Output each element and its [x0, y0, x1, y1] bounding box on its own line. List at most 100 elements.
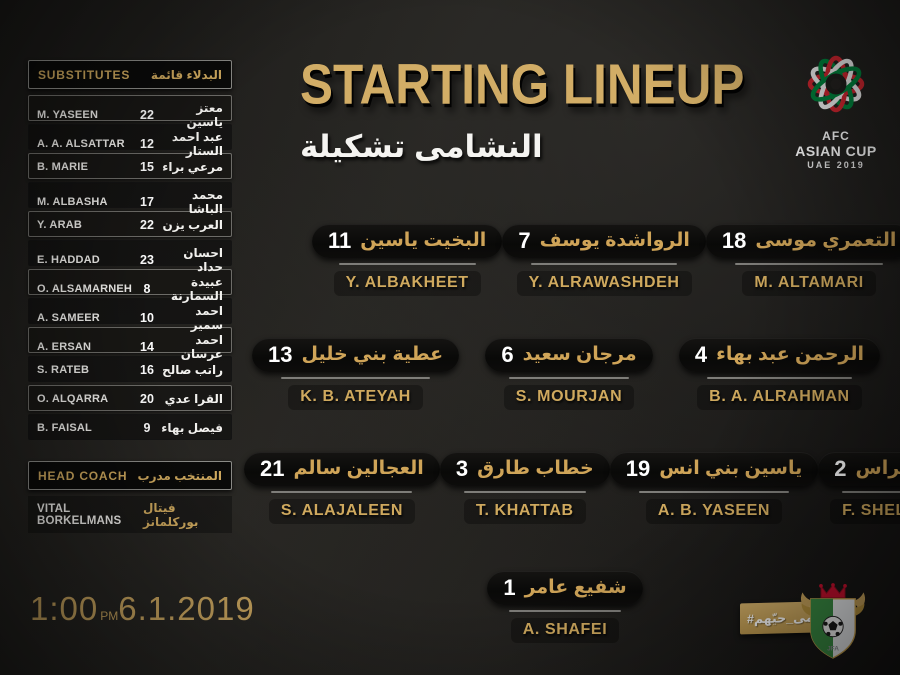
lineup-player: 19 انس‎ ‎بني‎ ‎ياسين A. B. YASEEN [609, 452, 819, 524]
substitute-name-ar: احسان‎ ‎حداد [183, 246, 223, 274]
player-name-en: A. SHAFEI [510, 618, 620, 643]
player-name-en: A. B. YASEEN [645, 499, 783, 524]
player-name-ar: عامر‎ ‎شفيع [524, 576, 627, 598]
substitute-row: B. FAISAL 9 بهاء‎ ‎فيصل [28, 414, 232, 440]
substitute-name-ar: احمد‎ ‎عبد‎ ‎الستار [171, 130, 223, 158]
substitute-name-ar: صالح‎ ‎راتب [162, 362, 223, 377]
player-name-en: F. SHELBAYEH [830, 499, 900, 524]
head-coach-title-ar: مدرب‎ ‎المنتخب [137, 469, 222, 483]
substitute-name-ar: احمد‎ ‎عرسان [180, 333, 223, 361]
page-subtitle-ar: تشكيلة‎ ‎النشامى [300, 129, 543, 164]
player-number: 4 [694, 341, 708, 367]
player-pill: 2 فراس‎ ‎شلبية [818, 452, 900, 486]
substitute-name-ar: عدي‎ ‎القرا [164, 391, 223, 406]
pill-divider [638, 491, 790, 493]
substitute-name-ar: عبيدة‎ ‎السمارنة [170, 275, 223, 303]
head-coach-panel: HEAD COACH مدرب‎ ‎المنتخب VITAL BORKELMA… [28, 461, 232, 533]
player-name-ar: يوسف‎ ‎الرواشدة [539, 229, 690, 251]
lineup-player: 13 خليل‎ ‎بني‎ ‎عطية K. B. ATEYAH [252, 338, 460, 410]
substitute-number: 23 [140, 253, 154, 267]
player-name-ar: موسى‎ ‎التعمري [755, 229, 897, 251]
substitute-name-en: A. ERSAN [37, 341, 92, 353]
substitute-row: O. ALQARRA 20 عدي‎ ‎القرا [28, 385, 232, 411]
player-pill: 19 انس‎ ‎بني‎ ‎ياسين [609, 452, 819, 486]
player-name-en: T. KHATTAB [463, 499, 586, 524]
page-title: STARTING LINEUP [300, 53, 745, 116]
player-number: 3 [455, 455, 469, 481]
pill-divider [707, 377, 852, 379]
player-name-en: M. ALTAMARI [742, 271, 876, 296]
player-name-ar: بهاء‎ ‎عبد‎ ‎الرحمن [716, 343, 864, 365]
head-coach-name-ar: فيتال‎ ‎بوركلمانز [143, 501, 199, 529]
substitute-name-en: B. FAISAL [37, 421, 92, 434]
player-name-ar: فراس‎ ‎شلبية [855, 457, 900, 479]
substitute-row: M. ALBASHA 17 محمد‎ ‎الباشا [28, 182, 232, 216]
substitute-name-en: A. A. ALSATTAR [37, 138, 125, 150]
player-pill: 13 خليل‎ ‎بني‎ ‎عطية [252, 338, 460, 372]
substitutes-title-en: SUBSTITUTES [38, 68, 131, 82]
pill-divider [530, 263, 678, 265]
match-info: 1:00 PM 6.1.2019 [30, 586, 254, 632]
kickoff-meridiem: PM [100, 609, 119, 623]
substitute-name-en: S. RATEB [37, 363, 90, 376]
player-name-en: S. MOURJAN [503, 385, 635, 410]
player-name-ar: خليل‎ ‎بني‎ ‎عطية [301, 343, 444, 365]
substitute-number: 10 [140, 311, 154, 325]
player-number: 21 [260, 455, 285, 481]
player-pill: 7 يوسف‎ ‎الرواشدة [502, 224, 706, 258]
lineup-player: 18 موسى‎ ‎التعمري M. ALTAMARI [705, 224, 900, 296]
player-number: 7 [518, 227, 531, 253]
substitute-name-en: E. HADDAD [37, 254, 100, 266]
jordan-fa-crest-icon: JFA [800, 583, 866, 659]
substitute-name-en: A. SAMEER [37, 312, 100, 324]
player-pill: 21 سالم‎ ‎العجالين [244, 452, 440, 486]
afc-logo-line2: ASIAN CUP [795, 143, 877, 159]
substitute-name-ar: محمد‎ ‎الباشا [188, 188, 223, 216]
substitute-name-ar: بهاء‎ ‎فيصل [161, 420, 223, 435]
pill-divider [509, 610, 621, 612]
afc-asian-cup-emblem-icon [807, 55, 865, 113]
kickoff-time-value: 1:00 [30, 590, 99, 627]
pill-divider [841, 491, 900, 493]
substitute-name-ar: براء‎ ‎مرعي [162, 159, 223, 174]
substitute-row: E. HADDAD 23 احسان‎ ‎حداد [28, 240, 232, 274]
lineup-player: 2 فراس‎ ‎شلبية F. SHELBAYEH [818, 452, 900, 524]
player-name-en: S. ALAJALEEN [268, 499, 415, 524]
player-name-ar: طارق‎ ‎خطاب [477, 457, 594, 479]
head-coach-name-row: VITAL BORKELMANS فيتال‎ ‎بوركلمانز [28, 496, 232, 533]
substitute-name-ar: يزن‎ ‎العرب [162, 217, 223, 232]
player-number: 1 [503, 574, 516, 600]
head-coach-header: HEAD COACH مدرب‎ ‎المنتخب [28, 461, 232, 490]
lineup-player: 11 ياسين‎ ‎البخيت Y. ALBAKHEET [312, 224, 503, 296]
substitutes-panel: SUBSTITUTES قائمة‎ ‎البدلاء M. YASEEN 22… [28, 60, 232, 443]
substitute-number: 22 [140, 217, 154, 232]
pill-divider [281, 377, 431, 379]
player-name-ar: سالم‎ ‎العجالين [293, 457, 424, 479]
substitute-row: M. YASEEN 22 معتز‎ ‎ياسين [28, 95, 232, 129]
player-pill: 6 سعيد‎ ‎مرجان [485, 338, 653, 372]
substitute-name-en: O. ALSAMARNEH [37, 283, 133, 295]
lineup-row-forwards: 11 ياسين‎ ‎البخيت Y. ALBAKHEET 7 يوسف‎ ‎… [312, 224, 900, 296]
substitutes-title-ar: قائمة‎ ‎البدلاء [150, 68, 222, 82]
substitute-number: 17 [140, 195, 154, 209]
substitute-name-ar: معتز‎ ‎ياسين [186, 101, 223, 129]
substitute-name-en: B. MARIE [37, 160, 89, 173]
player-name-ar: ياسين‎ ‎البخيت [360, 229, 487, 251]
player-number: 19 [625, 455, 651, 481]
player-name-en: Y. ALBAKHEET [333, 271, 481, 296]
substitute-number: 9 [143, 420, 151, 435]
substitute-number: 12 [140, 137, 154, 151]
lineup-player: 3 طارق‎ ‎خطاب T. KHATTAB [439, 452, 610, 524]
player-name-en: Y. ALRAWASHDEH [516, 271, 692, 296]
substitute-number: 15 [140, 159, 154, 174]
player-pill: 3 طارق‎ ‎خطاب [439, 452, 610, 486]
lineup-player: 1 عامر‎ ‎شفيع A. SHAFEI [487, 571, 643, 643]
lineup-row-midfielders: 13 خليل‎ ‎بني‎ ‎عطية K. B. ATEYAH 6 سعيد… [252, 338, 880, 410]
substitute-name-en: O. ALQARRA [37, 392, 109, 405]
lineup-player: 7 يوسف‎ ‎الرواشدة Y. ALRAWASHDEH [502, 224, 706, 296]
svg-text:JFA: JFA [827, 646, 839, 653]
substitute-name-ar: احمد‎ ‎سمير [190, 304, 223, 332]
head-coach-title-en: HEAD COACH [38, 469, 128, 483]
player-number: 2 [834, 455, 847, 481]
